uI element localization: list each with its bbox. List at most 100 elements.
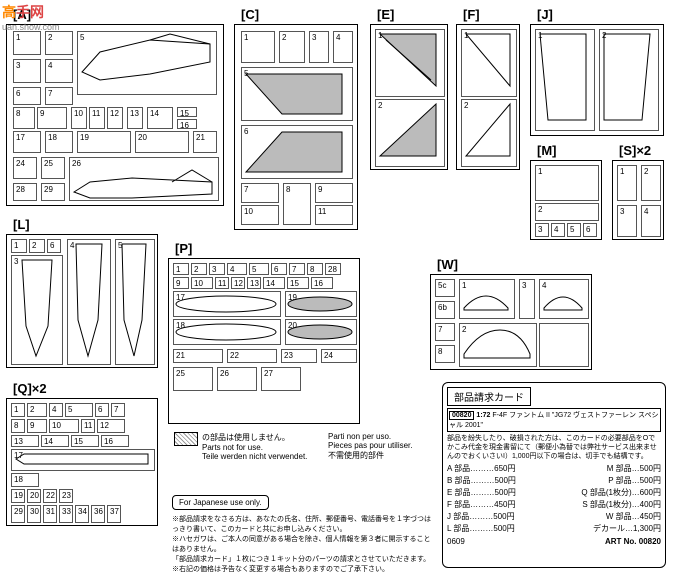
partnum: 1 <box>14 405 18 414</box>
partnum: 2 <box>282 33 286 42</box>
partnum: 18 <box>14 475 23 484</box>
part-S-4: 4 <box>641 205 661 237</box>
wing-c1 <box>242 70 350 118</box>
part-M-3: 3 <box>535 223 549 237</box>
part-A-3: 3 <box>13 59 41 83</box>
jp-note2: ※ハセガワは、ご本人の同意がある場合を除き、個人情報を第３者に開示することはあり… <box>172 534 432 554</box>
part-Q-30: 30 <box>27 505 41 523</box>
card-title: 部品請求カード <box>447 387 531 406</box>
partnum: 8 <box>438 347 442 356</box>
partnum: 2 <box>644 167 648 176</box>
part-A-19: 19 <box>77 131 131 153</box>
part-P-4: 4 <box>227 263 247 275</box>
partnum: 23 <box>284 351 293 360</box>
part-A-4: 4 <box>45 59 73 83</box>
part-A-10: 10 <box>71 107 87 129</box>
canopy-w2 <box>460 324 534 362</box>
partnum: 13 <box>250 279 259 288</box>
part-A-16: 16 <box>177 119 197 129</box>
part-C-1: 1 <box>241 31 275 63</box>
partnum: 5c <box>438 281 446 290</box>
partnum: 28 <box>328 265 337 274</box>
part-Q-19: 19 <box>11 489 25 503</box>
partnum: 11 <box>84 421 92 430</box>
partnum: 11 <box>218 279 226 288</box>
part-C-7: 7 <box>241 183 279 203</box>
partnum: 9 <box>318 185 322 194</box>
part-P-28: 28 <box>325 263 341 275</box>
partnum: 15 <box>290 279 299 288</box>
partnum: 24 <box>16 159 25 168</box>
partnum: 7 <box>114 405 118 414</box>
price-card: 部品請求カード 00820 1:72 F-4F ファントム II "JG72 ヴ… <box>442 382 666 568</box>
partnum: 11 <box>318 207 326 216</box>
part-P-22: 22 <box>227 349 277 363</box>
partnum: 3 <box>538 225 542 234</box>
part-M-2: 2 <box>535 203 599 221</box>
partnum: 4 <box>336 33 340 42</box>
part-P-9: 9 <box>173 277 189 289</box>
part-L-2: 2 <box>29 239 45 253</box>
part-M-6: 6 <box>583 223 597 237</box>
part-Q-34: 34 <box>75 505 89 523</box>
part-P-10: 10 <box>191 277 213 289</box>
tail-f2 <box>462 100 514 162</box>
tail-e1 <box>376 30 442 92</box>
part-M-1: 1 <box>535 165 599 201</box>
partnum: 14 <box>150 109 159 118</box>
partnum: 6 <box>16 89 20 98</box>
partnum: 10 <box>244 207 253 216</box>
part-Q-18: 18 <box>11 473 39 487</box>
part-Q-15: 15 <box>71 435 99 447</box>
price-row: F 部品………450円S 部品(1枚分)…400円 <box>447 499 661 511</box>
part-Q-13: 13 <box>11 435 39 447</box>
tank-p20 <box>286 322 354 342</box>
partnum: 25 <box>176 369 185 378</box>
partnum: 12 <box>110 109 119 118</box>
jp-note1: ※部品請求をなさる方は、あなたの氏名、住所、郵便番号、電話番号を１字づつはっきり… <box>172 514 432 534</box>
sprue-C: [C]1234567891011 <box>234 24 358 230</box>
partnum: 33 <box>62 507 71 516</box>
partnum: 16 <box>104 437 113 446</box>
part-P-8: 8 <box>307 263 323 275</box>
part-M-4: 4 <box>551 223 565 237</box>
partnum: 7 <box>244 185 248 194</box>
fuselage-top <box>80 32 216 90</box>
canopy-w1 <box>460 280 512 314</box>
partnum: 4 <box>52 405 56 414</box>
part-C-11: 11 <box>315 205 353 225</box>
partnum: 12 <box>100 421 109 430</box>
part-C-3: 3 <box>309 31 329 63</box>
partnum: 4 <box>230 265 234 274</box>
partnum: 36 <box>94 507 103 516</box>
partnum: 10 <box>52 421 61 430</box>
watermark: 高手网 uan.show.com <box>2 2 60 32</box>
part-P-21: 21 <box>173 349 223 363</box>
partnum: 6 <box>274 265 278 274</box>
partnum: 30 <box>30 507 39 516</box>
wing-c2 <box>242 128 350 176</box>
partnum: 10 <box>74 109 83 118</box>
partnum: 26 <box>72 159 81 168</box>
partnum: 5 <box>68 405 72 414</box>
card-footer-r: ART No. 00820 <box>605 537 661 546</box>
part-A-29: 29 <box>41 183 65 201</box>
sprue-label-J: [J] <box>537 7 553 22</box>
part-W-5c: 5c <box>435 279 455 297</box>
partnum: 24 <box>324 351 333 360</box>
partnum: 1 <box>16 33 20 42</box>
price-row: L 部品………500円デカール…1,300円 <box>447 523 661 535</box>
partnum: 19 <box>14 491 23 500</box>
partnum: 4 <box>554 225 558 234</box>
part-Q-8: 8 <box>11 419 25 433</box>
part-P-5: 5 <box>249 263 269 275</box>
partnum: 29 <box>44 185 53 194</box>
part-P-2: 2 <box>191 263 207 275</box>
partnum: 7 <box>438 325 442 334</box>
part-Q-7: 7 <box>111 403 125 417</box>
part-P-16: 16 <box>311 277 333 289</box>
partnum: 9 <box>30 421 34 430</box>
part-P-26: 26 <box>217 367 257 391</box>
partnum: 16 <box>314 279 323 288</box>
partnum: 18 <box>48 133 57 142</box>
